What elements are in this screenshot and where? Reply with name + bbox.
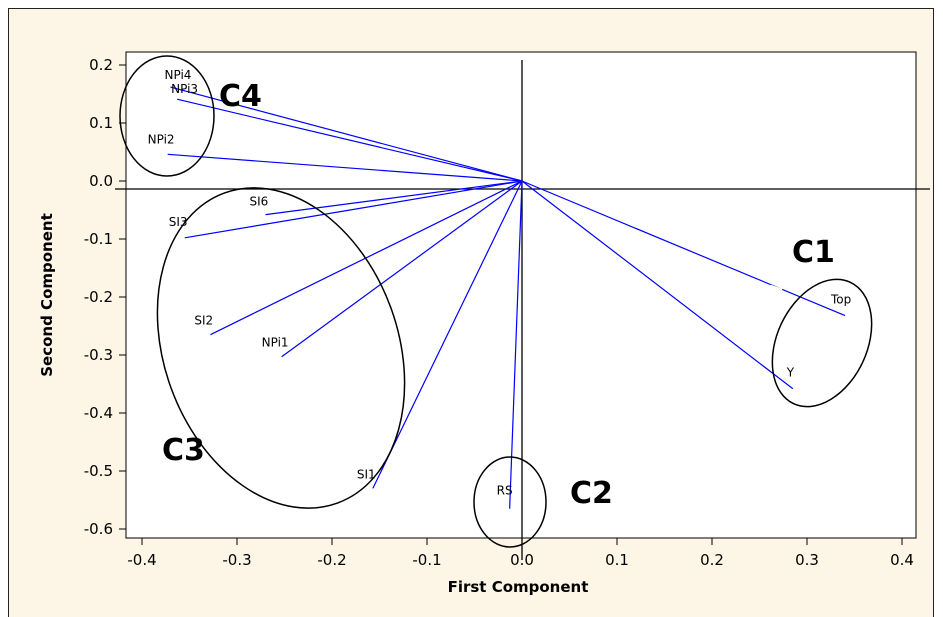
cluster-label-c2: C2	[570, 476, 613, 511]
variable-label-si6: SI6	[250, 195, 269, 209]
x-tick-label: 0.2	[700, 551, 724, 569]
loading-vector-si6	[265, 180, 523, 216]
vector-gap	[769, 284, 783, 292]
cluster-ellipse-c3	[156, 187, 406, 509]
cluster-label-c3: C3	[162, 433, 205, 468]
variable-label-npi4: NPi4	[165, 68, 192, 82]
cluster-ellipse-c1	[771, 278, 873, 408]
loading-vector-npi2	[167, 153, 523, 182]
variable-label-npi3: NPi3	[171, 82, 198, 96]
loading-vector-npi1	[281, 180, 523, 358]
variable-label-si1: SI1	[357, 467, 376, 481]
x-axis-label: First Component	[448, 578, 589, 596]
x-tick-label: -0.4	[127, 551, 156, 569]
x-tick-label: -0.2	[317, 551, 346, 569]
x-tick-label: 0.3	[795, 551, 819, 569]
y-tick-label: 0.0	[89, 172, 113, 190]
x-tick-label: 0.4	[890, 551, 914, 569]
y-tick-label: -0.2	[84, 288, 113, 306]
plot-area	[125, 51, 917, 539]
axis-ticks: -0.4 -0.3 -0.2 -0.1 0.0 0.1 0.2 0.3 0.4 0.2 0.1 0.0…	[84, 56, 914, 569]
variable-label-rs: RS	[497, 484, 513, 498]
variable-label-top: Top	[830, 293, 851, 307]
cluster-label-c1: C1	[792, 235, 835, 270]
x-tick-label: 0.1	[605, 551, 629, 569]
variable-label-npi2: NPi2	[148, 132, 175, 146]
x-tick-label: -0.1	[412, 551, 441, 569]
y-tick-label: -0.4	[84, 404, 113, 422]
y-tick-label: 0.2	[89, 56, 113, 74]
cluster-label-c4: C4	[219, 79, 262, 114]
loading-vector-y	[521, 180, 794, 390]
loading-vector-top	[521, 180, 846, 317]
x-tick-label: -0.3	[222, 551, 251, 569]
variable-label-si2: SI2	[194, 314, 213, 328]
loading-vector-rs	[509, 180, 523, 509]
y-tick-label: -0.3	[84, 346, 113, 364]
variable-label-y: Y	[786, 366, 795, 380]
y-tick-label: 0.1	[89, 114, 113, 132]
cluster-ellipse-c2	[473, 456, 547, 548]
x-tick-label: 0.0	[510, 551, 534, 569]
loading-vector-npi4	[170, 86, 523, 182]
loading-vector-si3	[184, 180, 523, 239]
cluster-groups: C1 C2 C3 C4	[119, 55, 873, 548]
y-tick-label: -0.6	[84, 520, 113, 538]
cluster-ellipse-c4	[119, 55, 215, 177]
y-axis-label: Second Component	[38, 213, 56, 377]
reference-lines	[115, 60, 930, 560]
variable-label-npi1: NPi1	[262, 336, 289, 350]
y-tick-label: -0.1	[84, 230, 113, 248]
y-tick-label: -0.5	[84, 462, 113, 480]
loading-vector-npi3	[177, 98, 523, 182]
loading-vector-si1	[372, 180, 523, 489]
